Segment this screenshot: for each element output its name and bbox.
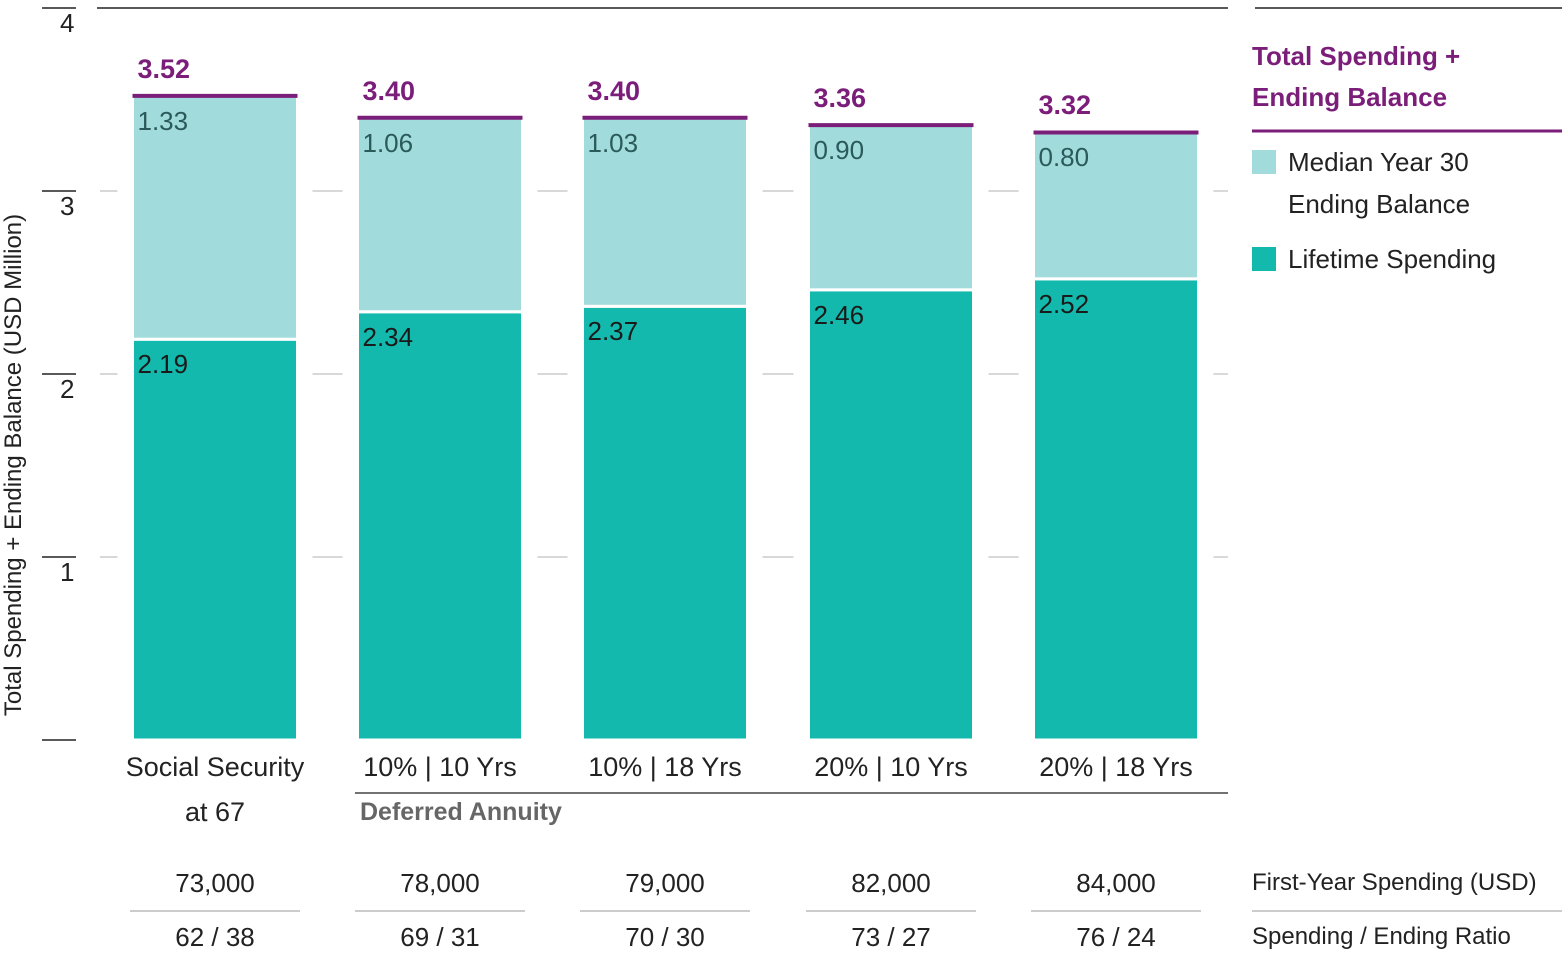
- value-label: 2.37: [587, 316, 639, 347]
- total-label: 3.32: [1038, 90, 1092, 121]
- table-cell: 73 / 27: [851, 922, 931, 952]
- value-label: 1.06: [362, 127, 414, 158]
- x-tick-label: 20% | 18 Yrs: [1039, 752, 1193, 782]
- value-label: 2.19: [137, 349, 189, 380]
- table-cell: 78,000: [400, 868, 480, 898]
- value-label: 2.52: [1038, 288, 1090, 319]
- legend-title: Total Spending + Ending Balance: [1252, 41, 1461, 112]
- y-tick-label: 4: [60, 8, 75, 38]
- value-label: 1.33: [137, 105, 189, 136]
- table-cell: 70 / 30: [625, 922, 705, 952]
- x-tick-label: 10% | 18 Yrs: [588, 752, 742, 782]
- bar-segment: [356, 310, 524, 742]
- legend-swatch: [1252, 247, 1276, 271]
- value-label: 2.46: [813, 299, 865, 330]
- table-cell: 79,000: [625, 868, 705, 898]
- table-cell: 69 / 31: [400, 922, 480, 952]
- value-label: 2.34: [362, 321, 414, 352]
- value-label: 0.90: [813, 135, 865, 166]
- total-label: 3.36: [813, 83, 867, 114]
- bar-segment: [131, 94, 299, 341]
- table-cell: 73,000: [175, 868, 255, 898]
- bar-segment: [1032, 277, 1200, 742]
- total-label: 3.52: [137, 53, 191, 84]
- bar-segment: [131, 337, 299, 742]
- table-cell: 82,000: [851, 868, 931, 898]
- value-label: 1.03: [587, 127, 639, 158]
- legend-swatch: [1252, 150, 1276, 174]
- x-tick-label: Social Security at 67: [125, 752, 305, 827]
- y-tick-label: 1: [60, 557, 75, 587]
- x-tick-label: 20% | 10 Yrs: [814, 752, 968, 782]
- bar-segment: [807, 288, 975, 742]
- table-row-label: First-Year Spending (USD): [1252, 869, 1537, 896]
- total-label: 3.40: [587, 75, 641, 106]
- bar-segment: [581, 304, 749, 742]
- y-axis-label: Total Spending + Ending Balance (USD Mil…: [0, 213, 27, 717]
- y-tick-label: 3: [60, 191, 75, 221]
- group-label: Deferred Annuity: [360, 798, 562, 826]
- table-cell: 84,000: [1076, 868, 1156, 898]
- bar-segment: [581, 116, 749, 308]
- legend-label: Median Year 30 Ending Balance: [1288, 147, 1471, 219]
- table-cell: 76 / 24: [1076, 922, 1156, 952]
- bar-segment: [1032, 130, 1200, 281]
- value-label: 0.80: [1038, 142, 1090, 173]
- bar-segment: [356, 116, 524, 314]
- legend-label: Lifetime Spending: [1288, 244, 1497, 274]
- table-row-label: Spending / Ending Ratio: [1252, 923, 1511, 950]
- total-label: 3.40: [362, 75, 416, 106]
- table-cell: 62 / 38: [175, 922, 255, 952]
- y-tick-label: 2: [60, 374, 75, 404]
- bar-segment: [807, 123, 975, 292]
- x-tick-label: 10% | 10 Yrs: [363, 752, 517, 782]
